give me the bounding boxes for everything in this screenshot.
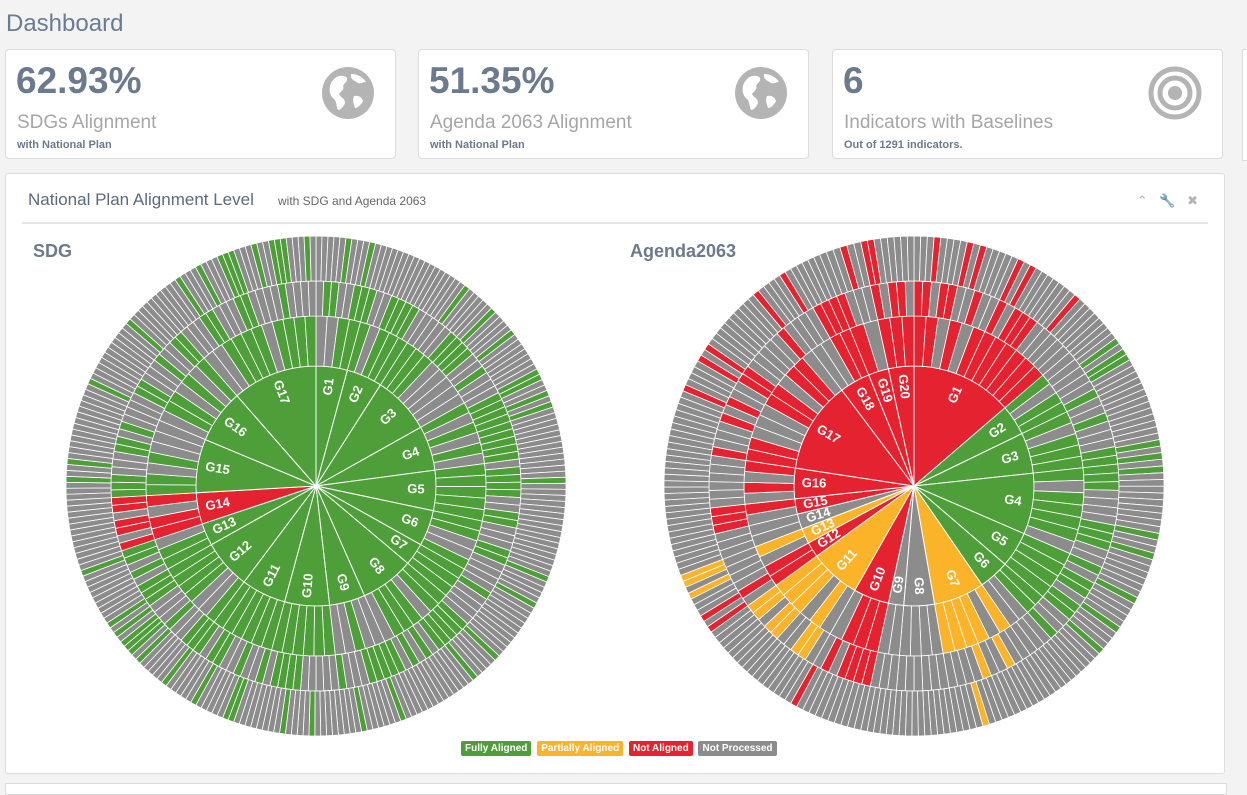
agenda2063-sunburst-chart: G1G2G3G4G5G6G7G8G9G10G11G12G13G14G15G16G… <box>664 236 1164 736</box>
chevron-up-icon[interactable]: ⌃ <box>1136 193 1148 208</box>
goal-label-g4: G4 <box>1003 491 1023 509</box>
goal-label-g3: G3 <box>999 448 1020 467</box>
sub-slice-g8[interactable] <box>911 690 919 736</box>
chart-title-agenda: Agenda2063 <box>630 241 737 261</box>
legend-fully-aligned: Fully Aligned <box>461 741 532 756</box>
goal-label-g16: G16 <box>802 475 827 491</box>
close-icon[interactable]: ✖ <box>1187 193 1198 208</box>
goal-label-g20: G20 <box>896 373 914 399</box>
sub-slice-g17[interactable] <box>309 236 317 282</box>
goal-label-g14: G14 <box>204 494 232 513</box>
sub-slice-g10[interactable] <box>315 655 325 692</box>
sub-slice-g15[interactable] <box>110 481 147 491</box>
sub-slice-g20[interactable] <box>904 280 915 317</box>
stat-label: Agenda 2063 Alignment <box>430 112 632 133</box>
target-icon <box>1148 66 1202 120</box>
goal-label-g8: G8 <box>911 577 927 595</box>
chart-legend: Fully Aligned Partially Aligned Not Alig… <box>461 741 780 757</box>
sub-slice-g4[interactable] <box>1118 479 1164 487</box>
sub-slice-g8[interactable] <box>909 605 922 657</box>
legend-not-aligned: Not Aligned <box>628 741 693 756</box>
sub-slice-g16[interactable] <box>708 481 745 491</box>
goal-label-g6: G6 <box>399 510 421 530</box>
stat-label: SDGs Alignment <box>17 112 157 133</box>
stat-card-agenda: 51.35% Agenda 2063 Alignment with Nation… <box>418 49 809 159</box>
stat-card-sdg: 62.93% SDGs Alignment with National Plan <box>5 49 396 159</box>
sub-slice-g5[interactable] <box>520 476 566 485</box>
goal-label-g10: G10 <box>299 573 316 599</box>
stat-label: Indicators with Baselines <box>844 112 1054 133</box>
wrench-icon[interactable]: 🔧 <box>1159 193 1176 208</box>
sub-slice-g4[interactable] <box>1083 481 1120 491</box>
goal-label-g9: G9 <box>334 572 353 593</box>
sub-slice-g16[interactable] <box>664 486 710 494</box>
sub-slice-g20[interactable] <box>906 236 915 282</box>
legend-not-processed: Not Processed <box>698 741 777 756</box>
goal-label-g5: G5 <box>407 481 425 497</box>
legend-partially-aligned: Partially Aligned <box>537 741 624 756</box>
stat-value: 6 <box>843 60 864 101</box>
panel-header: National Plan Alignment Level with SDG a… <box>22 174 1208 224</box>
sub-slice-g8[interactable] <box>913 655 924 692</box>
chart-title-sdg: SDG <box>33 241 73 261</box>
goal-label-g15: G15 <box>204 459 231 478</box>
globe-icon <box>322 67 374 119</box>
panel-title: National Plan Alignment Level <box>28 190 254 209</box>
goal-label-g1: G1 <box>320 377 337 396</box>
sub-slice-g10[interactable] <box>314 690 322 736</box>
stat-value: 51.35% <box>429 60 555 101</box>
sub-slice-g5[interactable] <box>485 481 522 491</box>
goal-label-g19: G19 <box>875 376 897 404</box>
sub-slice-g16[interactable] <box>743 481 795 494</box>
sub-slice-g15[interactable] <box>66 487 112 495</box>
sub-slice-g17[interactable] <box>307 280 317 317</box>
globe-icon <box>735 67 787 119</box>
stat-card-baselines: 6 Indicators with Baselines Out of 1291 … <box>832 49 1223 159</box>
sdg-sunburst-chart: G1 G2G3G4G5G6G7G8G9G10G11G12G13G14G15G16G… <box>66 236 566 736</box>
alignment-panel: National Plan Alignment Level with SDG a… <box>5 173 1225 774</box>
stat-card-partial <box>1242 49 1247 161</box>
stat-value: 62.93% <box>16 60 142 101</box>
stat-sublabel: Out of 1291 indicators. <box>844 139 963 151</box>
goal-label-g2: G2 <box>345 383 366 405</box>
page-title: Dashboard <box>6 10 124 37</box>
goal-label-g4: G4 <box>400 443 422 463</box>
goal-label-g7: G7 <box>943 567 963 589</box>
panel-tools: ⌃ 🔧 ✖ <box>1129 193 1198 209</box>
stat-sublabel: with National Plan <box>430 139 525 151</box>
panel-subtitle: with SDG and Agenda 2063 <box>278 194 427 208</box>
stat-sublabel: with National Plan <box>17 139 112 151</box>
next-panel-edge <box>5 783 1227 795</box>
goal-label-g1: G1 <box>944 384 965 406</box>
